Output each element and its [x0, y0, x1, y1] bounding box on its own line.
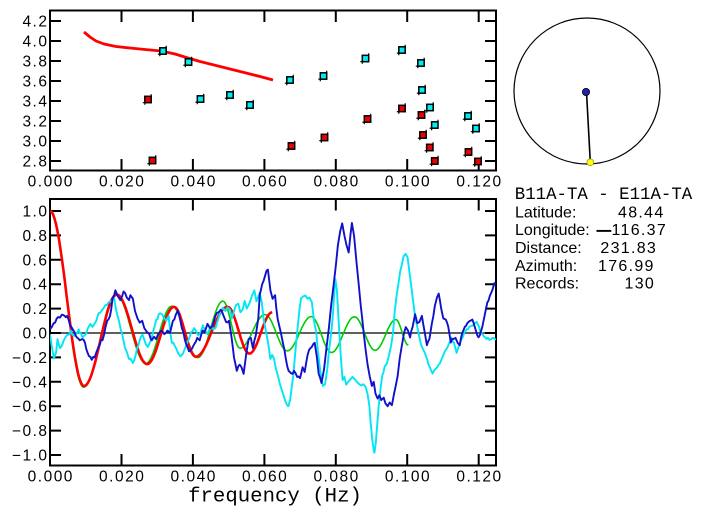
- svg-text:0.120: 0.120: [456, 469, 502, 486]
- svg-text:0.100: 0.100: [385, 469, 431, 486]
- svg-text:−0.2: −0.2: [12, 350, 49, 367]
- svg-text:Azimuth:: Azimuth:: [515, 258, 577, 275]
- svg-text:0.040: 0.040: [171, 174, 217, 191]
- svg-text:116.37: 116.37: [612, 222, 668, 239]
- svg-text:0.2: 0.2: [22, 301, 48, 318]
- svg-text:176.99: 176.99: [598, 258, 655, 275]
- svg-text:0.6: 0.6: [22, 252, 48, 269]
- svg-text:130: 130: [625, 276, 656, 293]
- svg-text:3.6: 3.6: [22, 74, 48, 91]
- svg-text:4.0: 4.0: [22, 34, 48, 51]
- svg-text:3.2: 3.2: [22, 114, 48, 131]
- svg-text:Records:: Records:: [515, 276, 579, 293]
- svg-text:−0.8: −0.8: [12, 423, 49, 440]
- svg-text:0.120: 0.120: [456, 174, 502, 191]
- svg-text:2.8: 2.8: [22, 154, 48, 171]
- svg-text:−0.4: −0.4: [12, 374, 49, 391]
- svg-text:0.8: 0.8: [22, 228, 48, 245]
- svg-text:0.040: 0.040: [171, 469, 217, 486]
- svg-text:0.100: 0.100: [385, 174, 431, 191]
- svg-text:231.83: 231.83: [600, 240, 657, 257]
- svg-text:frequency (Hz): frequency (Hz): [188, 486, 362, 509]
- svg-text:Latitude:: Latitude:: [515, 204, 576, 221]
- svg-text:0.060: 0.060: [242, 174, 288, 191]
- svg-text:Longitude:: Longitude:: [515, 222, 590, 239]
- svg-text:48.44: 48.44: [618, 204, 665, 221]
- svg-text:Distance:: Distance:: [515, 240, 582, 257]
- svg-text:0.4: 0.4: [22, 277, 48, 294]
- svg-text:0.020: 0.020: [99, 174, 145, 191]
- svg-text:3.0: 3.0: [22, 134, 48, 151]
- svg-text:0.000: 0.000: [28, 174, 74, 191]
- svg-text:−1.0: −1.0: [12, 448, 49, 465]
- svg-text:0.080: 0.080: [313, 174, 359, 191]
- svg-text:−0.6: −0.6: [12, 399, 49, 416]
- svg-text:0.080: 0.080: [313, 469, 359, 486]
- svg-text:0.020: 0.020: [99, 469, 145, 486]
- svg-text:0.0: 0.0: [22, 326, 48, 343]
- svg-text:3.8: 3.8: [22, 54, 48, 71]
- svg-text:3.4: 3.4: [22, 94, 48, 111]
- svg-text:B11A-TA - E11A-TA: B11A-TA - E11A-TA: [515, 186, 693, 205]
- svg-text:4.2: 4.2: [22, 14, 48, 31]
- svg-text:0.060: 0.060: [242, 469, 288, 486]
- svg-text:0.000: 0.000: [28, 469, 74, 486]
- svg-text:1.0: 1.0: [22, 204, 48, 221]
